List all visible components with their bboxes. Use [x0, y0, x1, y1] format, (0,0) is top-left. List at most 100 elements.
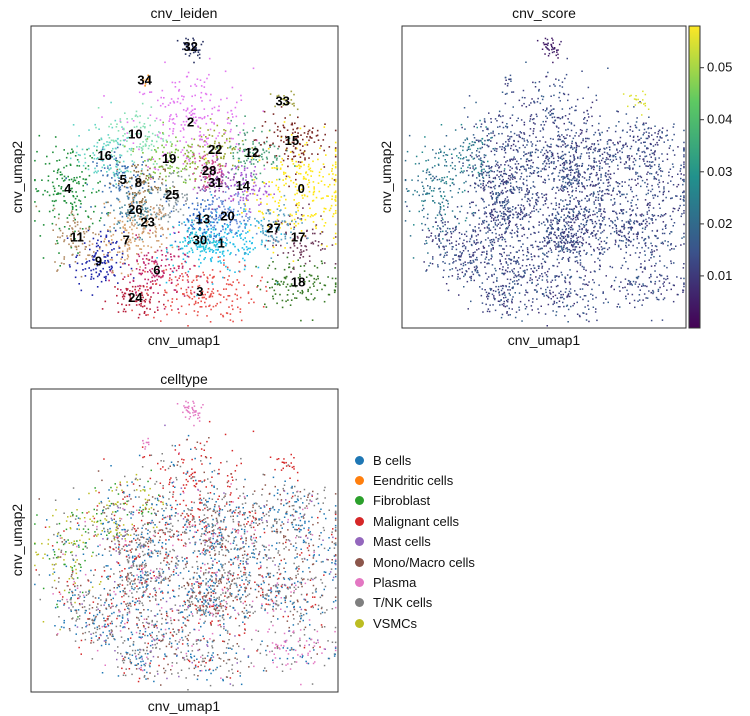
cell-point — [92, 256, 94, 258]
cell-point — [267, 225, 270, 228]
cell-point — [189, 52, 192, 55]
cell-point — [299, 251, 301, 254]
cell-point — [128, 213, 130, 216]
cell-point — [248, 302, 250, 304]
cell-point — [308, 129, 311, 132]
cell-point — [208, 295, 211, 298]
cell-point — [582, 139, 584, 142]
cell-point — [140, 201, 142, 203]
cell-point — [282, 252, 285, 254]
cell-point — [54, 190, 56, 192]
cell-point — [276, 226, 279, 229]
cell-point — [171, 143, 173, 145]
cell-point — [486, 171, 488, 174]
cell-point — [497, 192, 499, 194]
cell-point — [153, 316, 155, 319]
cell-point — [291, 122, 293, 125]
cell-point — [507, 289, 509, 291]
cell-point — [56, 240, 58, 242]
cell-point — [439, 205, 442, 208]
cell-point — [541, 267, 543, 269]
cell-point — [247, 157, 249, 160]
cell-point — [224, 141, 226, 144]
cell-point — [235, 180, 238, 183]
cell-point — [506, 92, 508, 95]
cell-point — [278, 205, 280, 207]
cell-point — [547, 160, 550, 162]
cell-point — [93, 154, 96, 156]
cell-point — [218, 109, 220, 112]
cell-point — [88, 226, 90, 229]
cell-point — [165, 175, 167, 178]
cell-point — [130, 216, 133, 219]
cell-point — [619, 195, 622, 197]
cell-point — [197, 275, 199, 277]
cell-point — [169, 187, 171, 189]
cell-point — [625, 251, 627, 254]
cell-point — [519, 169, 521, 171]
cell-point — [192, 48, 194, 51]
cell-point — [196, 202, 199, 204]
cell-point — [284, 172, 287, 174]
cell-point — [212, 250, 215, 252]
cell-point — [683, 191, 685, 193]
cell-point — [557, 138, 559, 141]
cell-point — [145, 217, 148, 219]
cell-point — [241, 150, 244, 153]
cell-point — [104, 184, 106, 187]
cell-point — [429, 187, 431, 190]
cell-point — [582, 283, 584, 285]
cell-point — [212, 183, 215, 186]
cell-point — [156, 163, 158, 165]
cell-point — [584, 306, 586, 308]
cell-point — [211, 151, 213, 154]
cell-point — [159, 172, 162, 175]
cell-point — [305, 171, 308, 173]
cell-point — [521, 137, 524, 140]
cell-point — [243, 169, 246, 172]
cell-point — [580, 277, 582, 279]
cell-point — [218, 132, 221, 134]
cell-point — [563, 137, 566, 140]
cell-point — [203, 169, 206, 171]
cell-point — [277, 280, 279, 283]
cell-point — [588, 243, 591, 246]
cell-point — [223, 129, 225, 131]
cell-point — [142, 231, 145, 234]
cell-point — [195, 244, 198, 247]
cell-point — [181, 222, 183, 225]
cell-point — [285, 300, 287, 303]
cell-point — [528, 134, 531, 137]
cell-point — [240, 161, 242, 163]
cell-point — [193, 208, 196, 210]
cell-point — [304, 218, 307, 221]
cell-point — [172, 264, 174, 267]
cell-point — [552, 112, 554, 115]
cell-point — [672, 126, 675, 128]
cell-point — [297, 116, 299, 119]
cell-point — [56, 171, 59, 174]
cell-point — [169, 154, 171, 157]
cell-point — [134, 219, 136, 221]
cell-point — [201, 245, 203, 248]
cell-point — [146, 169, 149, 172]
cell-point — [139, 287, 141, 290]
cell-point — [275, 155, 278, 157]
cell-point — [70, 234, 72, 236]
cell-point — [78, 254, 81, 256]
cell-point — [90, 269, 92, 272]
cell-point — [124, 165, 126, 167]
cell-point — [169, 102, 172, 104]
cell-point — [287, 252, 290, 254]
cell-point — [284, 117, 286, 119]
cell-point — [163, 272, 165, 274]
cell-point — [602, 253, 604, 255]
cell-point — [191, 231, 193, 234]
cell-point — [224, 242, 227, 244]
cell-point — [283, 153, 286, 155]
cell-point — [228, 306, 230, 308]
cell-point — [300, 165, 302, 168]
cell-point — [582, 243, 584, 245]
cell-point — [147, 289, 149, 291]
cell-point — [121, 215, 124, 218]
